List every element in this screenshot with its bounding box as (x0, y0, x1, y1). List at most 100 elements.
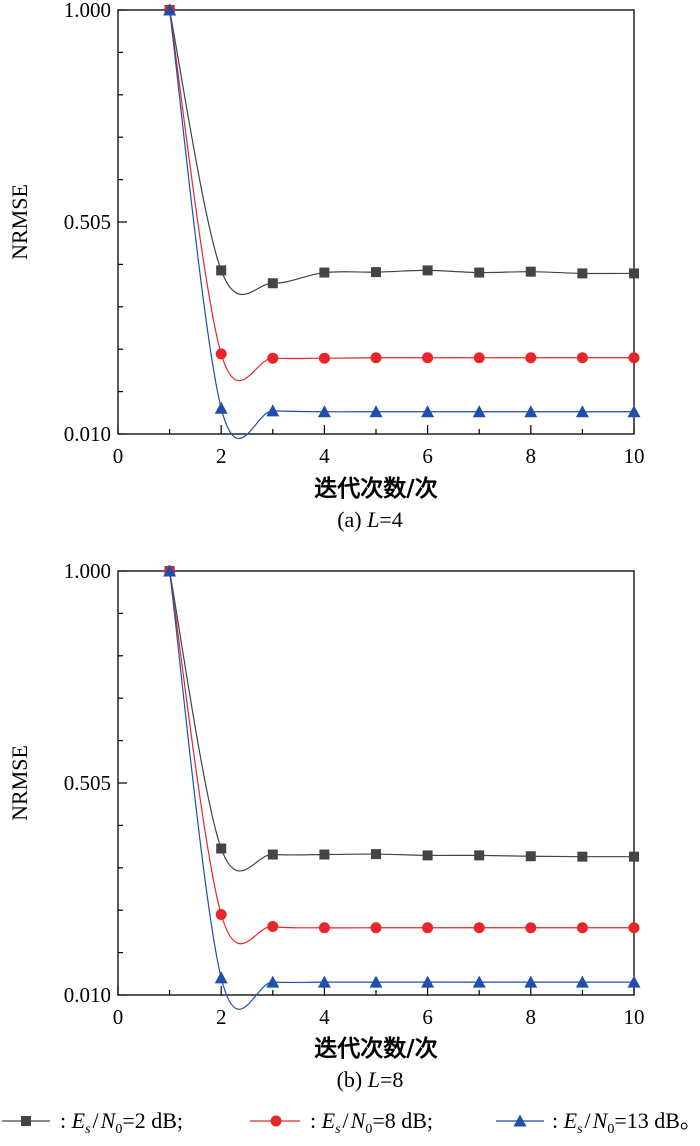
chart-panel-a: 0 2 4 6 8 10 0.010 0.505 1.000 NRMSE 迭代次数/次 (a) L=4 (7, 0, 645, 532)
data-point-snr8 (628, 352, 640, 364)
data-point-snr13 (627, 975, 641, 988)
y-tick-label: 0.010 (64, 983, 111, 1007)
data-point-snr13 (369, 975, 383, 988)
series-line-snr13 (169, 570, 634, 1010)
panel-caption: (b) L=8 (337, 1067, 404, 1092)
x-tick-label: 8 (526, 444, 537, 468)
x-axis-title: 迭代次数/次 (314, 1035, 437, 1062)
legend-item-snr2: : Es/N0=2 dB; (2, 1108, 183, 1137)
data-point-snr13 (214, 971, 228, 984)
data-point-snr13 (163, 3, 177, 16)
x-tick-label: 2 (216, 1005, 227, 1029)
y-tick-label: 1.000 (64, 0, 111, 22)
data-point-snr13 (575, 405, 589, 418)
data-point-snr2 (267, 849, 278, 860)
data-point-snr2 (629, 268, 639, 279)
legend-marker (21, 1116, 31, 1126)
y-tick-label: 0.505 (64, 210, 111, 234)
x-axis-title: 迭代次数/次 (314, 475, 437, 502)
series-line-snr8 (169, 570, 635, 945)
data-point-snr13 (214, 401, 228, 414)
chart-panel-b: 0 2 4 6 8 10 0.010 0.505 1.000 NRMSE 迭代次数/次 (b) L=8 (7, 559, 645, 1092)
data-point-snr8 (576, 922, 588, 934)
data-point-snr13 (317, 975, 331, 988)
data-point-snr13 (317, 405, 331, 418)
plot-frame (117, 9, 635, 435)
data-point-snr8 (215, 348, 227, 360)
data-point-snr8 (473, 922, 485, 934)
data-point-snr13 (266, 975, 280, 988)
data-point-snr2 (629, 851, 639, 862)
series-line-snr2 (169, 570, 635, 872)
data-point-snr2 (422, 265, 433, 276)
data-point-snr13 (524, 975, 538, 988)
data-point-snr13 (421, 405, 435, 418)
data-point-snr2 (525, 851, 536, 862)
y-axis-title: NRMSE (7, 184, 32, 260)
data-point-snr13 (575, 975, 589, 988)
legend-marker (513, 1114, 527, 1127)
x-tick-label: 2 (216, 444, 227, 468)
x-tick-label: 6 (422, 444, 433, 468)
data-point-snr8 (267, 352, 279, 364)
data-point-snr2 (525, 266, 536, 277)
data-point-snr13 (472, 405, 486, 418)
x-tick-label: 10 (624, 444, 645, 468)
data-point-snr8 (422, 352, 434, 364)
data-point-snr13 (524, 405, 538, 418)
x-tick-label: 0 (113, 444, 124, 468)
data-point-snr13 (421, 975, 435, 988)
data-point-snr8 (628, 922, 640, 934)
data-point-snr8 (576, 352, 588, 364)
data-point-snr8 (422, 922, 434, 934)
legend-label: : Es/N0=2 dB; (60, 1108, 183, 1137)
data-point-snr2 (422, 850, 433, 861)
data-point-snr8 (318, 922, 330, 934)
data-point-snr8 (267, 920, 279, 932)
data-point-snr8 (318, 352, 330, 364)
x-tick-label: 4 (319, 444, 330, 468)
y-tick-label: 0.505 (64, 771, 111, 795)
data-point-snr8 (370, 352, 382, 364)
legend-item-snr8: : Es/N0=8 dB; (250, 1108, 433, 1137)
data-point-snr8 (370, 922, 382, 934)
data-point-snr2 (216, 265, 227, 276)
data-point-snr8 (215, 908, 227, 920)
data-point-snr13 (627, 405, 641, 418)
data-point-snr13 (369, 405, 383, 418)
x-tick-label: 0 (113, 1005, 124, 1029)
x-tick-label: 8 (526, 1005, 537, 1029)
legend-marker (270, 1115, 282, 1127)
data-point-snr2 (319, 267, 330, 278)
legend-item-snr13: : Es/N0=13 dB。 (496, 1108, 700, 1137)
data-point-snr2 (216, 843, 227, 854)
y-tick-label: 0.010 (64, 422, 111, 446)
legend-label: : Es/N0=8 dB; (310, 1108, 433, 1137)
data-point-snr2 (577, 268, 588, 279)
data-point-snr2 (371, 849, 381, 860)
y-tick-label: 1.000 (64, 559, 111, 583)
x-tick-label: 4 (319, 1005, 330, 1029)
data-point-snr2 (577, 851, 588, 862)
y-axis-title: NRMSE (7, 745, 32, 821)
data-point-snr8 (525, 922, 537, 934)
data-point-snr13 (266, 404, 280, 417)
legend-label: : Es/N0=13 dB。 (552, 1108, 700, 1137)
x-tick-label: 6 (422, 1005, 433, 1029)
data-point-snr8 (525, 352, 537, 364)
panel-caption: (a) L=4 (337, 507, 403, 532)
series-line-snr2 (169, 9, 635, 295)
data-point-snr13 (472, 975, 486, 988)
data-point-snr2 (371, 267, 381, 278)
data-point-snr8 (473, 352, 485, 364)
data-point-snr2 (474, 850, 485, 861)
data-point-snr2 (267, 278, 278, 289)
x-tick-label: 10 (624, 1005, 645, 1029)
data-point-snr2 (474, 267, 485, 278)
series-line-snr13 (169, 9, 634, 439)
data-point-snr13 (163, 564, 177, 577)
series-line-snr8 (169, 9, 634, 382)
data-point-snr2 (319, 849, 330, 860)
legend: : Es/N0=2 dB; : Es/N0=8 dB; : Es/N0=13 dB。 (2, 1108, 700, 1137)
